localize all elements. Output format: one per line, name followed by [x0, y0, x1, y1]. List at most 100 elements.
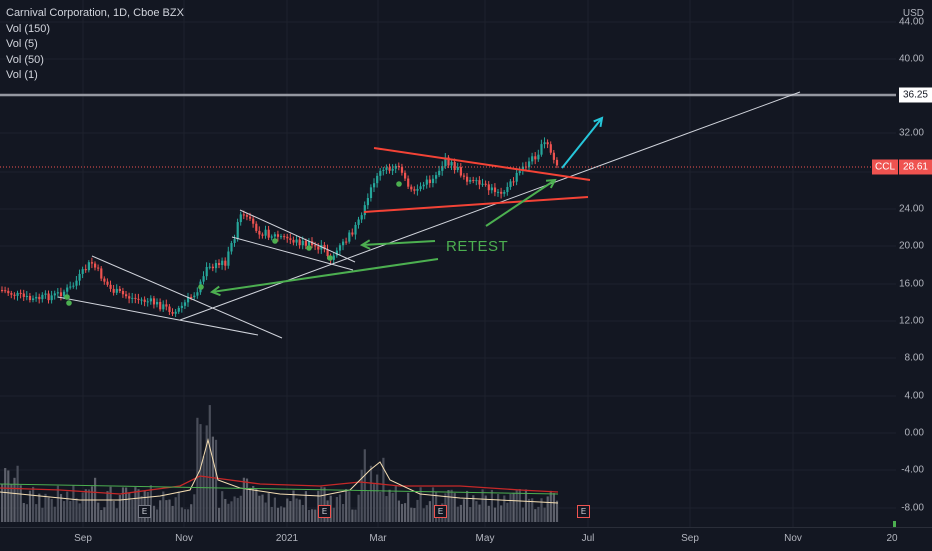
- earnings-marker[interactable]: E: [577, 505, 590, 518]
- candle-body: [373, 183, 376, 188]
- candle-body: [528, 161, 531, 168]
- volume-bar: [149, 485, 152, 522]
- candle-body: [227, 251, 230, 266]
- symbol-title[interactable]: Carnival Corporation, 1D, Cboe BZX: [6, 7, 184, 19]
- volume-bar: [462, 499, 466, 522]
- candle-body: [497, 191, 500, 193]
- volume-bar: [38, 493, 41, 522]
- volume-bar: [345, 488, 348, 522]
- candle-body: [165, 304, 168, 307]
- volume-bar: [515, 490, 518, 522]
- candle-body: [447, 157, 450, 166]
- volume-bar: [503, 495, 506, 522]
- volume-bar: [459, 504, 462, 522]
- earnings-marker[interactable]: E: [318, 505, 331, 518]
- currency-label[interactable]: USD: [902, 8, 924, 19]
- volume-bar: [106, 491, 109, 522]
- volume-bar: [152, 505, 156, 522]
- candle-body: [78, 273, 81, 281]
- signal-dot: [306, 245, 312, 251]
- candle-body: [224, 260, 227, 266]
- candle-body: [397, 165, 400, 167]
- candle-body: [156, 302, 159, 305]
- volume-bar: [286, 498, 289, 522]
- volume-bar: [419, 487, 422, 522]
- volume-bar: [518, 489, 521, 522]
- volume-bar: [301, 504, 304, 522]
- study-vol-50[interactable]: Vol (50): [6, 53, 44, 66]
- retest-annotation[interactable]: RETEST: [446, 238, 509, 255]
- price-tick: 4.00: [904, 390, 924, 402]
- volume-bar: [236, 497, 239, 522]
- volume-bar: [490, 489, 493, 522]
- candle-body: [32, 298, 35, 301]
- candle-body: [416, 188, 419, 191]
- candle-body: [230, 243, 233, 252]
- level-price-tag[interactable]: 36.25: [898, 87, 932, 103]
- price-tick: 40.00: [898, 53, 924, 65]
- price-chart[interactable]: [0, 0, 932, 527]
- earnings-marker[interactable]: E: [434, 505, 447, 518]
- signal-dot: [64, 294, 70, 300]
- volume-bar: [376, 474, 379, 522]
- volume-bar: [249, 487, 252, 522]
- volume-bar: [50, 499, 53, 522]
- volume-bar: [41, 507, 44, 522]
- candle-body: [4, 290, 7, 292]
- candle-body: [487, 184, 490, 191]
- price-tick: 24.00: [898, 203, 924, 215]
- time-axis[interactable]: Sep Nov 2021 Mar May Jul Sep Nov 20: [0, 527, 932, 551]
- time-label: 2021: [275, 533, 299, 544]
- study-vol-5[interactable]: Vol (5): [6, 38, 38, 50]
- candle-body: [481, 183, 484, 185]
- candlesticks: [1, 137, 559, 317]
- volume-bar: [351, 509, 354, 522]
- candle-body: [394, 165, 397, 169]
- volume-bar: [295, 498, 298, 522]
- candle-body: [311, 241, 314, 246]
- volume-bar: [382, 457, 385, 522]
- volume-bar: [354, 509, 357, 522]
- signal-dot: [66, 300, 72, 306]
- candle-body: [469, 180, 472, 182]
- volume-bar: [338, 494, 342, 522]
- volume-bar: [521, 507, 524, 522]
- candle-body: [376, 175, 379, 184]
- candle-body: [22, 293, 25, 297]
- volume-bar: [555, 500, 559, 522]
- ascending-trendline: [179, 91, 801, 321]
- candle-body: [428, 179, 431, 184]
- candle-body: [41, 294, 44, 300]
- volume-bar: [190, 504, 193, 522]
- candle-body: [94, 263, 97, 268]
- volume-bar: [227, 503, 230, 522]
- volume-bar: [56, 485, 59, 522]
- volume-bar: [394, 485, 397, 522]
- candle-body: [351, 232, 354, 235]
- volume-bar: [543, 507, 546, 522]
- price-scale[interactable]: USD 44.00 40.00 32.00 28.00 24.00 20.00 …: [896, 0, 932, 527]
- study-vol-1[interactable]: Vol (1): [6, 69, 38, 81]
- candle-body: [342, 241, 345, 246]
- volume-bar: [276, 507, 280, 522]
- volume-bar: [7, 470, 10, 522]
- volume-bar: [540, 498, 543, 522]
- earnings-marker[interactable]: E: [138, 505, 151, 518]
- candle-body: [50, 295, 53, 301]
- candle-body: [379, 170, 382, 176]
- volume-bar: [230, 501, 233, 522]
- candle-body: [307, 241, 311, 246]
- volume-bar: [258, 495, 261, 522]
- study-vol-150[interactable]: Vol (150): [6, 22, 51, 35]
- candle-body: [540, 144, 543, 155]
- volume-bar: [348, 491, 351, 522]
- volume-bar: [165, 500, 168, 522]
- volume-bar: [131, 499, 134, 522]
- volume-bar: [255, 488, 258, 522]
- last-price-tag[interactable]: 28.61: [898, 159, 932, 175]
- volume-bar: [453, 493, 456, 522]
- volume-bar: [224, 498, 227, 522]
- candle-body: [283, 236, 286, 238]
- candle-body: [264, 229, 267, 236]
- candle-body: [261, 234, 264, 236]
